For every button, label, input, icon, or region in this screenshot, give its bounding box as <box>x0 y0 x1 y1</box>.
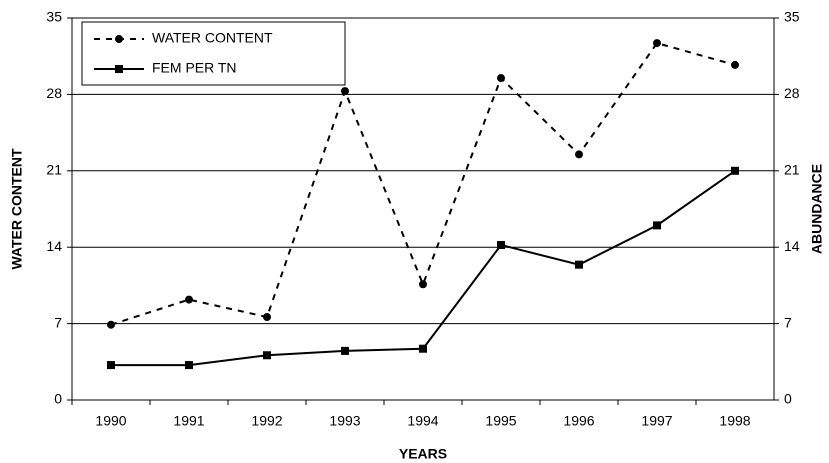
legend-box <box>81 21 346 86</box>
y2-tick-label: 35 <box>784 9 800 25</box>
marker <box>653 39 661 48</box>
marker <box>185 295 193 304</box>
marker <box>419 280 427 289</box>
marker <box>497 74 505 83</box>
y-tick-label: 21 <box>46 162 62 178</box>
marker <box>107 320 115 329</box>
legend-label: FEM PER TN <box>152 60 237 76</box>
marker <box>263 313 271 322</box>
y-tick-label: 7 <box>54 314 62 330</box>
marker <box>731 166 739 175</box>
marker <box>419 344 427 353</box>
series-line <box>110 41 736 326</box>
y2-tick-label: 0 <box>784 391 792 407</box>
y2-tick-label: 14 <box>784 238 800 254</box>
y-tick-label: 0 <box>54 391 62 407</box>
x-tick-label: 1997 <box>641 413 672 429</box>
marker <box>341 346 349 355</box>
series-line <box>111 169 736 367</box>
y2-tick-label: 7 <box>784 314 792 330</box>
legend-label: WATER CONTENT <box>152 30 273 46</box>
marker <box>575 260 583 269</box>
x-tick-label: 1990 <box>95 413 126 429</box>
y-axis-title: WATER CONTENT <box>9 148 25 270</box>
marker <box>185 361 193 370</box>
x-tick-label: 1993 <box>329 413 360 429</box>
x-tick-label: 1996 <box>563 413 594 429</box>
x-tick-label: 1994 <box>407 413 438 429</box>
marker <box>575 150 583 159</box>
marker <box>115 65 123 73</box>
y2-axis-title: ABUNDANCE <box>809 164 825 254</box>
marker <box>731 60 739 69</box>
y-tick-label: 14 <box>46 238 62 254</box>
x-tick-label: 1995 <box>485 413 516 429</box>
marker <box>341 87 349 96</box>
y-tick-label: 28 <box>46 85 62 101</box>
marker <box>263 351 271 360</box>
marker <box>115 35 123 43</box>
marker <box>107 361 115 370</box>
marker <box>497 241 505 250</box>
marker <box>653 221 661 230</box>
x-tick-label: 1991 <box>173 413 204 429</box>
y2-tick-label: 28 <box>784 85 800 101</box>
y2-tick-label: 21 <box>784 162 800 178</box>
x-tick-label: 1998 <box>719 413 750 429</box>
x-tick-label: 1992 <box>251 413 282 429</box>
x-axis-title: YEARS <box>399 446 447 462</box>
y-tick-label: 35 <box>46 9 62 25</box>
